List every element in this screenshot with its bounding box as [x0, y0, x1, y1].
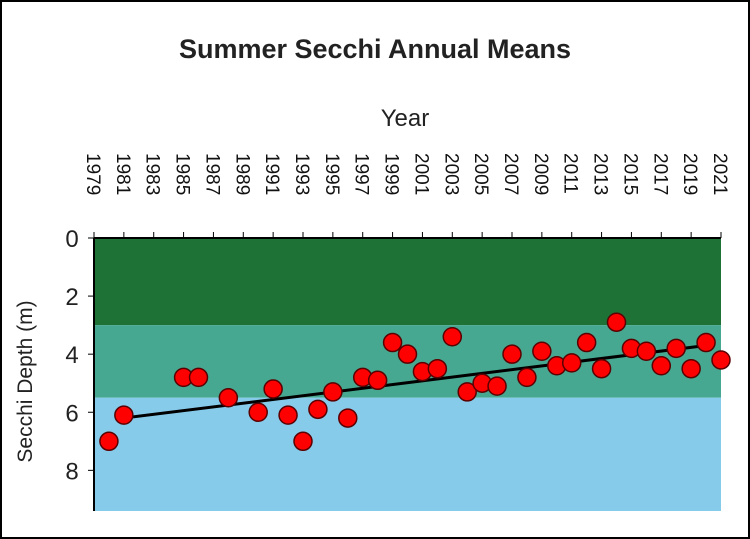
data-point-2020 — [696, 332, 716, 353]
x-tick-label-1979: 1979 — [82, 153, 103, 195]
data-point-1998 — [367, 370, 388, 391]
y-tick-label-6: 6 — [65, 400, 78, 427]
data-point-2014 — [606, 312, 627, 332]
band-0 — [94, 238, 721, 326]
x-tick-label-2007: 2007 — [500, 153, 521, 195]
x-tick-label-2005: 2005 — [470, 153, 491, 195]
x-tick-label-2019: 2019 — [679, 153, 700, 195]
data-point-2004 — [457, 382, 477, 402]
x-tick-label-1987: 1987 — [201, 153, 222, 195]
x-tick-label-2011: 2011 — [560, 153, 581, 194]
y-axis-title: Secchi Depth (m) — [14, 300, 37, 462]
trend-line — [123, 343, 707, 420]
x-tick-label-2009: 2009 — [530, 153, 551, 195]
x-tick-label-1999: 1999 — [381, 153, 402, 195]
data-point-1988 — [218, 387, 239, 408]
data-point-2007 — [502, 344, 522, 364]
data-point-2003 — [442, 326, 463, 347]
x-tick-label-1989: 1989 — [231, 153, 252, 195]
x-tick-label-2001: 2001 — [410, 153, 431, 195]
data-point-1993 — [293, 431, 313, 452]
data-point-1990 — [248, 402, 268, 423]
data-point-2013 — [591, 358, 612, 379]
x-tick-label-2017: 2017 — [649, 153, 670, 195]
data-point-1981 — [114, 405, 134, 425]
data-point-1999 — [382, 332, 403, 353]
data-point-1980 — [99, 431, 119, 452]
x-tick-label-1983: 1983 — [142, 153, 163, 195]
x-tick-label-1981: 1981 — [112, 153, 133, 195]
data-point-2008 — [517, 367, 537, 388]
data-point-2009 — [532, 341, 552, 362]
data-point-1991 — [263, 379, 283, 399]
x-tick-label-2013: 2013 — [590, 153, 611, 195]
y-tick-label-8: 8 — [65, 458, 78, 485]
data-point-2011 — [561, 353, 582, 373]
x-tick-label-1993: 1993 — [291, 153, 312, 195]
data-point-1992 — [278, 405, 298, 425]
data-point-2006 — [487, 376, 507, 396]
y-tick-label-4: 4 — [65, 342, 78, 369]
x-tick-label-1997: 1997 — [351, 153, 372, 195]
data-point-2016 — [636, 341, 657, 362]
y-tick-label-0: 0 — [65, 226, 78, 253]
data-point-2000 — [397, 344, 418, 364]
data-point-1994 — [308, 399, 328, 420]
band-2 — [94, 397, 721, 511]
data-point-2012 — [576, 332, 597, 353]
data-point-1986 — [188, 367, 209, 388]
x-tick-label-1985: 1985 — [172, 153, 193, 195]
x-tick-label-1991: 1991 — [261, 153, 282, 195]
x-tick-label-2015: 2015 — [619, 153, 640, 195]
y-tick-label-2: 2 — [65, 284, 78, 311]
data-point-1996 — [338, 408, 358, 428]
data-point-1995 — [323, 382, 343, 402]
x-tick-label-1995: 1995 — [321, 153, 342, 195]
data-point-2019 — [681, 358, 701, 379]
x-tick-label-2003: 2003 — [440, 153, 461, 195]
data-point-2021 — [711, 350, 731, 370]
chart-title: Summer Secchi Annual Means — [178, 34, 572, 64]
x-tick-label-2021: 2021 — [709, 153, 730, 195]
data-point-2002 — [427, 358, 448, 379]
x-axis-title: Year — [380, 105, 430, 132]
data-point-2018 — [666, 338, 686, 359]
data-point-2017 — [651, 356, 672, 376]
